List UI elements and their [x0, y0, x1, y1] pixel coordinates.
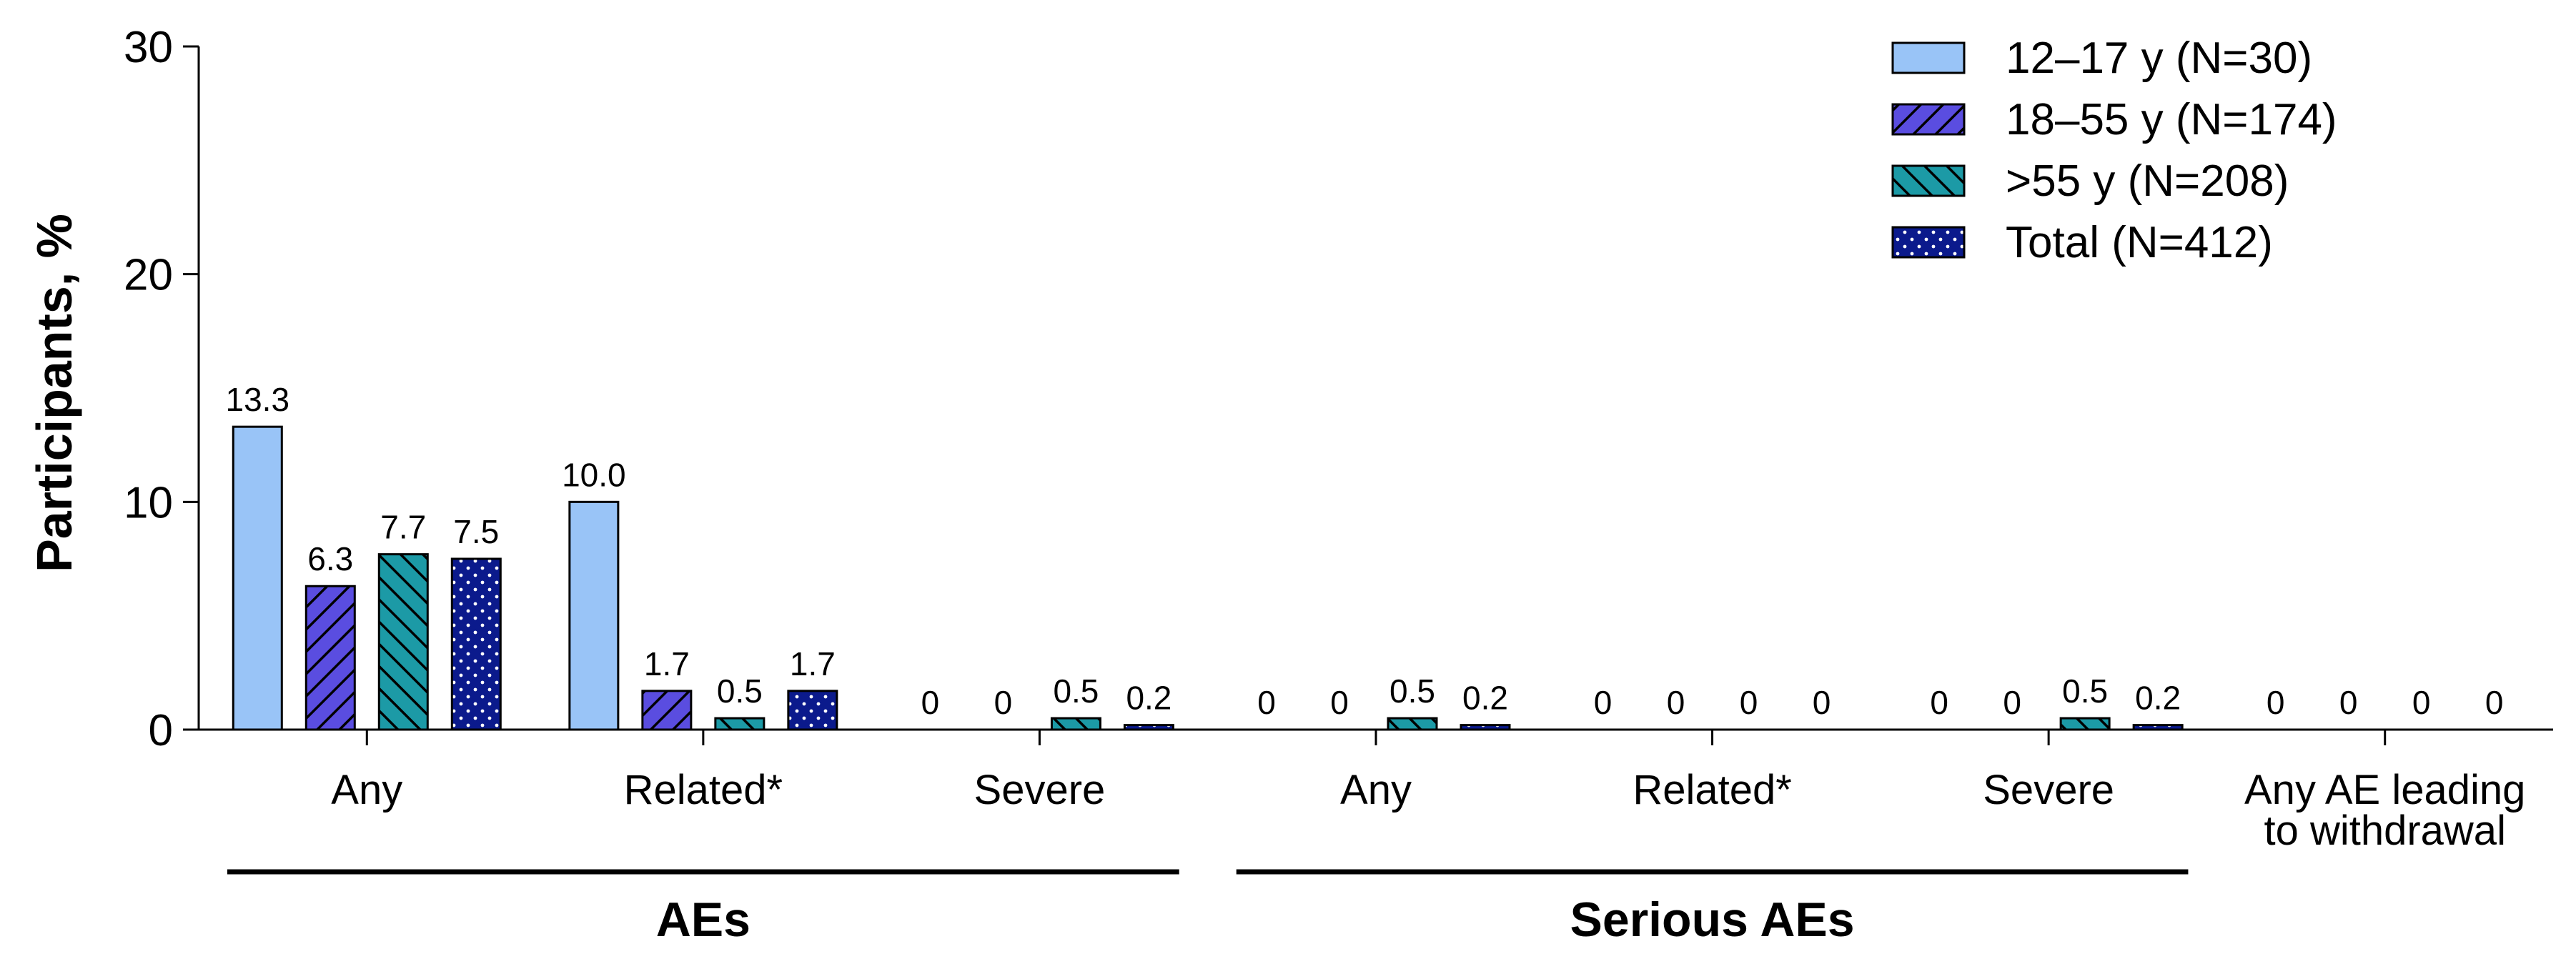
bar-series-group	[232, 425, 2184, 731]
bar	[304, 585, 356, 731]
bar-value-label: 10.0	[562, 456, 626, 493]
x-category-label: Related*	[1633, 767, 1791, 813]
y-axis-title: Participants, %	[26, 214, 82, 572]
bar	[1460, 724, 1511, 731]
bar-value-label: 0	[1257, 684, 1276, 721]
bar-value-label: 6.3	[307, 540, 353, 577]
bar-value-label: 0	[1330, 684, 1349, 721]
bar-value-label: 0.2	[2135, 680, 2181, 717]
x-category-label: Related*	[624, 767, 783, 813]
bar	[2059, 717, 2111, 731]
bar-value-label: 0.2	[1126, 680, 1171, 717]
x-category-label: Severe	[974, 767, 1106, 813]
bar	[1123, 724, 1174, 731]
bar	[1387, 717, 1438, 731]
bar-value-label: 0	[2267, 684, 2285, 721]
legend-swatch	[1891, 41, 1966, 74]
group-brackets: AEs Serious AEs	[227, 869, 2189, 947]
legend-swatch	[1891, 226, 1966, 259]
category-labels: Any Related* Severe Any Related* Severe Any AE…	[331, 767, 2525, 854]
x-axis	[199, 728, 2553, 745]
x-category-label: Any AE leading	[2244, 767, 2525, 813]
x-category-label: Any	[1340, 767, 1412, 813]
bar-value-label: 0	[2003, 684, 2021, 721]
bar-value-label: 0	[921, 684, 940, 721]
x-category-label: Any	[331, 767, 402, 813]
bar-value-label: 7.7	[380, 509, 426, 546]
bar	[232, 425, 283, 731]
group-label: AEs	[656, 893, 750, 947]
legend-swatch	[1891, 103, 1966, 136]
bar-value-label: 0	[994, 684, 1013, 721]
bar-value-label: 0	[1594, 684, 1613, 721]
bar-value-label: 0	[1930, 684, 1948, 721]
y-tick-label: 0	[149, 706, 173, 755]
bar-value-label: 0.5	[2062, 672, 2108, 710]
legend-label: Total (N=412)	[2006, 218, 2273, 267]
y-tick-label: 10	[124, 478, 173, 527]
bar-value-label: 0.5	[1053, 672, 1099, 710]
legend-item: >55 y (N=208)	[1891, 156, 2289, 206]
y-tick-label: 30	[124, 23, 173, 72]
bar	[450, 557, 502, 731]
bar-value-label: 13.3	[226, 381, 290, 418]
bar	[714, 717, 766, 731]
bar-value-label: 0	[2485, 684, 2504, 721]
x-category-label: Severe	[1983, 767, 2114, 813]
bar-value-label: 0.5	[717, 672, 763, 710]
bar-value-label: 0	[1740, 684, 1758, 721]
bar-value-label: 0	[2339, 684, 2358, 721]
x-category-label: to withdrawal	[2264, 808, 2505, 854]
legend-swatch	[1891, 164, 1966, 197]
legend-label: >55 y (N=208)	[2006, 156, 2289, 206]
group-label: Serious AEs	[1570, 893, 1855, 947]
bar-value-label: 1.7	[644, 645, 690, 682]
y-axis: 0 10 20 30	[124, 23, 200, 755]
legend-label: 18–55 y (N=174)	[2006, 95, 2337, 144]
bar	[2132, 724, 2184, 731]
bar-value-label: 0	[1667, 684, 1685, 721]
value-labels: 13.3 10.0 0 0 0 0 0 6.3 1.7 0 0 0 0 0 7.7 0.5 0.5 0.5 0 0.5…	[226, 381, 2504, 721]
bar-value-label: 0	[2412, 684, 2431, 721]
bar	[787, 690, 838, 731]
bar-value-label: 0.2	[1462, 680, 1508, 717]
legend-item: 18–55 y (N=174)	[1891, 95, 2337, 144]
legend-item: Total (N=412)	[1891, 218, 2273, 267]
bar	[568, 500, 620, 731]
bar	[1050, 717, 1101, 731]
bar-value-label: 7.5	[453, 513, 499, 550]
legend: 12–17 y (N=30) 18–55 y (N=174) >55 y (N=20…	[1891, 34, 2337, 267]
bar-series	[450, 557, 2184, 731]
bar-series	[232, 425, 620, 731]
bar	[641, 690, 693, 731]
bar-value-label: 1.7	[790, 645, 836, 682]
y-tick-label: 20	[124, 251, 173, 300]
bar	[377, 553, 429, 731]
bar-value-label: 0	[1813, 684, 1831, 721]
legend-label: 12–17 y (N=30)	[2006, 34, 2312, 83]
bar-value-label: 0.5	[1389, 672, 1435, 710]
legend-item: 12–17 y (N=30)	[1891, 34, 2312, 83]
bar-series	[304, 585, 693, 731]
bar-series	[377, 553, 2111, 731]
